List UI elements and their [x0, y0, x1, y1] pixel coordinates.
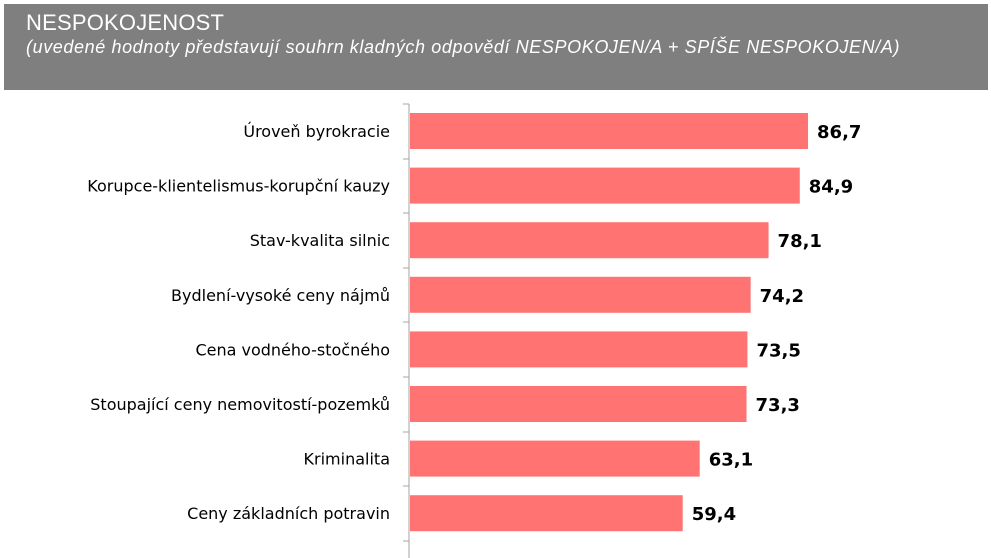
chart-title: NESPOKOJENOST [26, 10, 225, 35]
value-label: 84,9 [809, 177, 853, 198]
bar [410, 495, 683, 532]
category-label: Úroveň byrokracie [243, 122, 390, 141]
category-label: Stav-kvalita silnic [250, 231, 390, 250]
category-label: Bydlení-vysoké ceny nájmů [171, 286, 390, 305]
value-label: 73,5 [756, 340, 800, 361]
value-label: 63,1 [709, 450, 753, 471]
value-label: 74,2 [760, 286, 804, 307]
bar [410, 386, 747, 422]
chart-subtitle: (uvedené hodnoty představují souhrn klad… [26, 37, 901, 57]
value-label: 78,1 [778, 231, 822, 252]
category-label: Ceny základních potravin [187, 504, 390, 523]
bar [410, 440, 700, 477]
bar [410, 222, 769, 259]
value-label: 86,7 [817, 122, 861, 143]
bar [410, 276, 751, 313]
bar [410, 331, 748, 368]
category-label: Korupce-klientelismus-korupční kauzy [87, 177, 390, 196]
value-label: 59,4 [692, 504, 736, 525]
bar [410, 167, 800, 204]
category-label: Stoupající ceny nemovitostí-pozemků [90, 395, 390, 414]
bar [410, 113, 809, 149]
category-label: Cena vodného-stočného [195, 340, 390, 359]
value-label: 73,3 [756, 395, 800, 416]
category-label: Kriminalita [304, 450, 390, 469]
chart-header: NESPOKOJENOST (uvedené hodnoty představu… [4, 4, 988, 90]
